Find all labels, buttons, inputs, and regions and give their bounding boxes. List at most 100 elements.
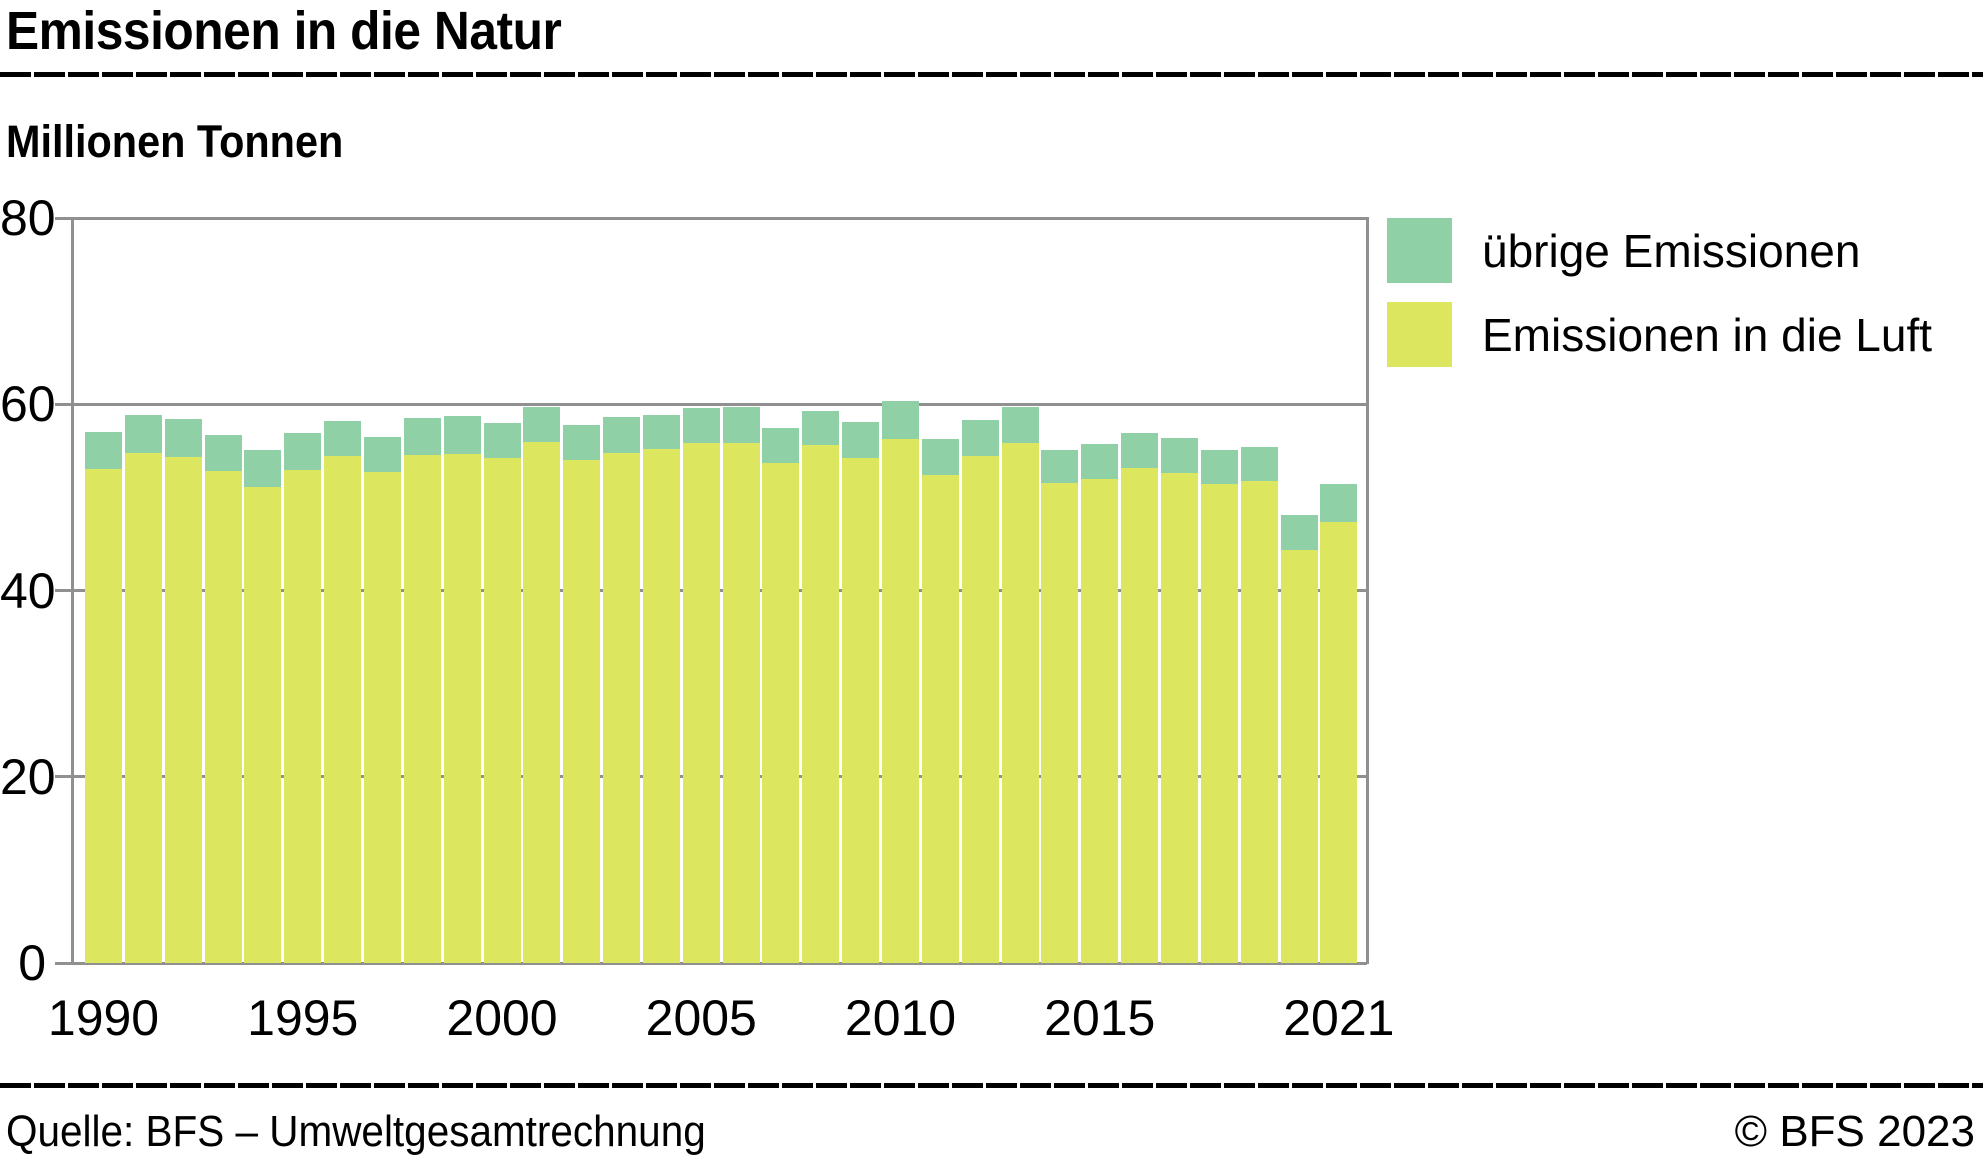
y-axis-label-20: 20	[0, 748, 56, 805]
bar-2006	[722, 407, 760, 963]
bar-2017-uebrige-segment	[1160, 437, 1198, 474]
bar-2017	[1160, 437, 1198, 963]
bar-2021	[1320, 484, 1358, 963]
y-tick-60	[55, 402, 72, 406]
y-axis-label-0: 0	[18, 935, 46, 991]
bar-2004-luft-segment	[642, 448, 680, 963]
bar-1992-uebrige-segment	[164, 419, 202, 458]
bar-2019-luft-segment	[1240, 480, 1278, 963]
bar-2009	[842, 421, 880, 963]
y-tick-80	[55, 216, 72, 220]
bar-2016	[1121, 433, 1159, 963]
bar-1995	[284, 433, 322, 963]
y-tick-40	[55, 589, 72, 592]
bar-2011	[921, 438, 959, 963]
bar-1999-luft-segment	[443, 453, 481, 963]
bar-2008	[802, 410, 840, 963]
x-axis-label-1990: 1990	[47, 990, 160, 1046]
bar-2003-luft-segment	[603, 452, 641, 963]
bar-2013-luft-segment	[1001, 443, 1039, 963]
plot-area	[55, 216, 1369, 965]
bar-1994	[244, 449, 282, 963]
bar-1991-luft-segment	[124, 452, 162, 963]
gridline-0	[72, 961, 1367, 965]
bar-1995-uebrige-segment	[284, 433, 322, 471]
bar-2018	[1200, 449, 1238, 963]
bar-1996-luft-segment	[324, 456, 362, 963]
x-axis-label-2005: 2005	[645, 990, 757, 1046]
bar-1999-uebrige-segment	[443, 416, 481, 454]
bar-2003-uebrige-segment	[603, 417, 641, 453]
bar-2008-luft-segment	[802, 445, 840, 963]
bar-2013	[1001, 407, 1039, 963]
bar-1992-luft-segment	[164, 457, 202, 963]
bar-1991-uebrige-segment	[124, 414, 162, 453]
footer-rule	[0, 1083, 1983, 1088]
bar-2011-luft-segment	[921, 475, 959, 963]
bar-1999	[443, 416, 481, 963]
bar-2004	[642, 414, 680, 963]
bar-2002-luft-segment	[563, 460, 601, 963]
bar-2006-luft-segment	[722, 443, 760, 963]
bar-2007-luft-segment	[762, 462, 800, 963]
bar-2000	[483, 422, 521, 963]
bar-2007-uebrige-segment	[762, 428, 800, 463]
bar-2017-luft-segment	[1160, 473, 1198, 963]
bar-1993-uebrige-segment	[204, 434, 242, 472]
bar-2007	[762, 428, 800, 963]
bar-2009-uebrige-segment	[842, 421, 880, 459]
x-axis-label-1995: 1995	[247, 990, 359, 1046]
bar-2005	[682, 407, 720, 963]
bar-1991	[124, 414, 162, 963]
bar-1994-uebrige-segment	[244, 449, 282, 488]
bar-2013-uebrige-segment	[1001, 407, 1039, 444]
bar-2015-uebrige-segment	[1081, 444, 1119, 479]
bar-2010-luft-segment	[882, 438, 919, 963]
y-axis-label-80: 80	[0, 190, 56, 246]
bar-2015	[1081, 444, 1119, 963]
bar-1996	[324, 421, 362, 963]
bar-1998	[403, 418, 441, 963]
bar-1996-uebrige-segment	[324, 421, 362, 457]
y-axis-label-40: 40	[0, 562, 56, 619]
y-tick-0	[55, 961, 72, 965]
bar-1997-uebrige-segment	[363, 436, 401, 473]
bar-2002-uebrige-segment	[563, 424, 601, 461]
bar-2001	[523, 407, 561, 963]
bar-2012-uebrige-segment	[961, 420, 999, 457]
legend-swatch-icon	[1387, 218, 1452, 283]
bar-1997-luft-segment	[363, 472, 401, 963]
title-rule	[0, 72, 1983, 77]
bar-1990-uebrige-segment	[85, 432, 122, 470]
legend-label: Emissionen in die Luft	[1482, 308, 1933, 361]
bar-1993-luft-segment	[204, 471, 242, 963]
bar-2012-luft-segment	[961, 456, 999, 963]
legend-swatch-icon	[1387, 302, 1452, 367]
bar-2020	[1280, 515, 1318, 963]
bar-1995-luft-segment	[284, 470, 322, 963]
bar-2014	[1041, 449, 1079, 963]
bar-2018-luft-segment	[1200, 484, 1238, 963]
legend-label: übrige Emissionen	[1482, 224, 1861, 277]
gridline-80	[72, 216, 1367, 220]
bar-2008-uebrige-segment	[802, 410, 840, 446]
bar-1998-luft-segment	[403, 454, 441, 963]
bar-2021-uebrige-segment	[1320, 484, 1358, 522]
source-text: Quelle: BFS – Umweltgesamtrechnung	[6, 1107, 706, 1156]
x-axis-label-2000: 2000	[446, 990, 558, 1046]
unit-label: Millionen Tonnen	[6, 116, 344, 167]
bar-1990	[85, 432, 122, 963]
bar-2001-uebrige-segment	[523, 407, 561, 443]
bar-1998-uebrige-segment	[403, 418, 441, 455]
bar-2002	[563, 424, 601, 963]
bar-2014-luft-segment	[1041, 483, 1079, 963]
bar-2015-luft-segment	[1081, 478, 1119, 963]
page-title: Emissionen in die Natur	[6, 1, 562, 61]
x-axis-label-2010: 2010	[844, 990, 957, 1046]
bar-2019-uebrige-segment	[1240, 447, 1278, 481]
bar-2010	[882, 401, 919, 963]
bar-2019	[1240, 447, 1278, 963]
legend-item-1: Emissionen in die Luft	[1387, 302, 1932, 367]
bar-2003	[603, 417, 641, 963]
